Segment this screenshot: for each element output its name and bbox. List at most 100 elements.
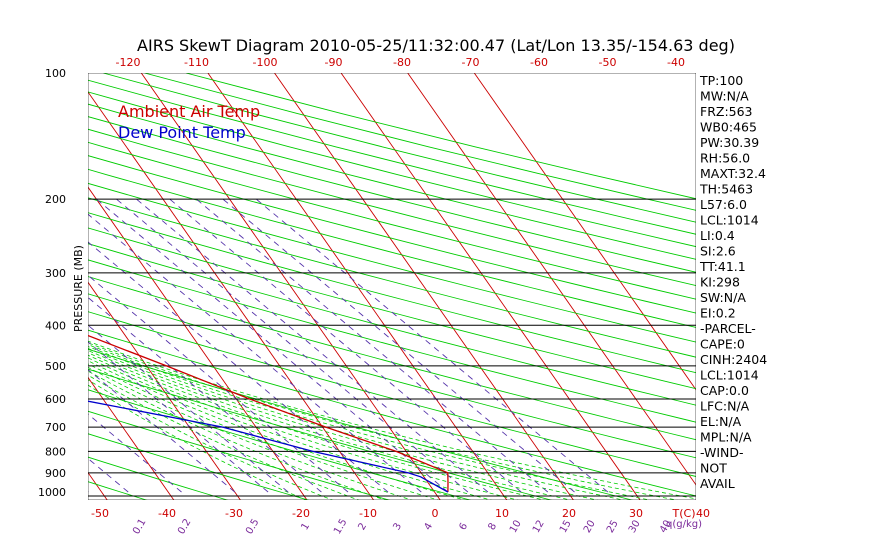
dry-adiabat-line	[88, 329, 696, 497]
top-temperature-tick-label: -40	[667, 56, 685, 69]
stability-index-item: AVAIL	[700, 476, 735, 491]
pressure-tick-labels: 100 200 300 400 500 600 700 800 900 1000	[38, 67, 66, 499]
series-lines	[88, 334, 449, 493]
top-temperature-tick-label: -120	[116, 56, 141, 69]
dry-adiabat-line	[88, 103, 696, 260]
dry-adiabat-line	[88, 276, 696, 441]
top-temperature-tick-label: -90	[325, 56, 343, 69]
bottom-temperature-tick-label: -40	[158, 507, 176, 520]
mixing-ratio-line	[136, 198, 489, 493]
isotherm-line	[207, 73, 508, 500]
mixing-ratio-tick-label: 25	[605, 518, 621, 535]
moist-adiabat-line	[88, 366, 413, 500]
stability-index-item: LFC:N/A	[700, 399, 750, 414]
mixing-ratio-line	[88, 213, 422, 493]
dry-adiabat-line	[88, 293, 696, 459]
stability-index-item: SI:2.6	[700, 244, 736, 259]
stability-index-item: WB0:465	[700, 120, 757, 135]
mixing-ratio-tick-label: 1	[299, 521, 312, 532]
stability-index-item: NOT	[700, 461, 727, 476]
pressure-tick-label: 900	[45, 467, 66, 480]
pressure-tick-label: 400	[45, 319, 66, 332]
bottom-temperature-tick-label: -20	[292, 507, 310, 520]
bottom-temperature-tick-label: -50	[91, 507, 109, 520]
isotherm-line	[88, 186, 308, 500]
stability-index-item: RH:56.0	[700, 151, 750, 166]
dry-adiabat-line	[88, 116, 696, 273]
isotherm-line	[340, 73, 641, 500]
stability-index-item: TP:100	[699, 73, 743, 88]
stability-index-item: L57:6.0	[700, 197, 747, 212]
mixing-ratio-tick-label: 0.2	[176, 517, 193, 536]
pressure-tick-label: 200	[45, 193, 66, 206]
mixing-ratio-tick-label: 10	[508, 518, 524, 535]
moist-adiabat-line	[88, 340, 696, 500]
top-temperature-tick-label: -100	[253, 56, 278, 69]
pressure-tick-label: 700	[45, 421, 66, 434]
pressure-tick-label: 600	[45, 393, 66, 406]
isotherm-line	[473, 73, 696, 391]
top-temperature-tick-label: -60	[530, 56, 548, 69]
moist-adiabat-line	[88, 360, 466, 500]
isotherm-line	[88, 91, 375, 500]
dry-adiabat-line	[88, 456, 229, 500]
moist-adiabat-line	[88, 374, 360, 500]
legend-dew-point-temp: Dew Point Temp	[118, 123, 246, 142]
temperature-axis-unit: T(C)	[672, 507, 696, 520]
dry-adiabat-line	[88, 389, 472, 500]
top-temperature-tick-label: -50	[599, 56, 617, 69]
mixing-ratio-tick-label: 0.5	[244, 517, 261, 536]
moist-adiabat-line	[88, 346, 625, 500]
isotherm-line	[140, 73, 441, 500]
mixing-ratio-tick-label: 15	[558, 518, 574, 535]
stability-index-item: KI:298	[700, 275, 740, 290]
bottom-temperature-tick-label: 40	[696, 507, 710, 520]
dry-adiabat-line	[88, 91, 696, 248]
stability-index-item: MPL:N/A	[700, 430, 752, 445]
pressure-tick-label: 800	[45, 445, 66, 458]
stability-index-item: MAXT:32.4	[700, 166, 766, 181]
dry-adiabat-line	[88, 433, 310, 500]
mixing-ratio-line	[96, 198, 449, 493]
moist-adiabat-line	[88, 363, 440, 500]
mixing-ratio-tick-labels: 0.1 0.2 0.5 1 1.5 2 3 4 6 8 10 12 15 20 25 30 40	[131, 517, 674, 536]
mixing-ratio-line	[88, 324, 289, 493]
stability-index-item: EL:N/A	[700, 414, 742, 429]
mixing-ratio-tick-label: 12	[531, 518, 547, 535]
mixing-ratio-tick-label: 3	[391, 521, 404, 532]
stability-index-item: PW:30.39	[700, 135, 759, 150]
chart-title: AIRS SkewT Diagram 2010-05-25/11:32:00.4…	[137, 36, 735, 55]
dry-adiabat-line	[88, 155, 696, 314]
dry-adiabat-line	[88, 197, 696, 358]
stability-index-item: TT:41.1	[699, 259, 746, 274]
mixing-ratio-tick-label: 6	[457, 521, 470, 532]
mixing-ratio-tick-label: 4	[422, 521, 435, 532]
mixing-ratio-tick-label: 2	[356, 521, 369, 532]
dry-adiabat-line	[88, 141, 696, 300]
moist-adiabat-line	[88, 352, 546, 500]
stability-index-item: -WIND-	[700, 445, 744, 460]
dry-adiabat-line	[88, 227, 696, 390]
stability-index-item: FRZ:563	[700, 104, 753, 119]
dry-adiabat-line	[88, 243, 696, 406]
stability-index-item: EI:0.2	[700, 306, 736, 321]
bottom-temperature-tick-label: -10	[359, 507, 377, 520]
mixing-ratio-tick-label: 0.1	[131, 517, 148, 536]
moist-adiabat-line	[88, 379, 334, 500]
bottom-temperature-tick-label: 10	[495, 507, 509, 520]
dry-adiabat-line	[88, 311, 696, 477]
stability-index-item: SW:N/A	[700, 290, 746, 305]
dry-adiabat-line	[88, 128, 696, 287]
dry-adiabat-line	[88, 168, 696, 328]
moist-adiabat-line	[88, 342, 679, 500]
ambient-air-temp-line	[88, 334, 449, 493]
stability-index-item: CINH:2404	[700, 352, 767, 367]
mixing-ratio-line	[169, 198, 522, 493]
mixing-ratio-axis-unit: q(g/kg)	[666, 519, 702, 530]
mixing-ratio-tick-label: 1.5	[332, 517, 349, 536]
y-axis-label: PRESSURE (MB)	[72, 245, 85, 332]
moist-adiabat-line	[88, 370, 387, 500]
moist-adiabat-line	[88, 350, 572, 500]
isotherm-line	[407, 73, 696, 486]
